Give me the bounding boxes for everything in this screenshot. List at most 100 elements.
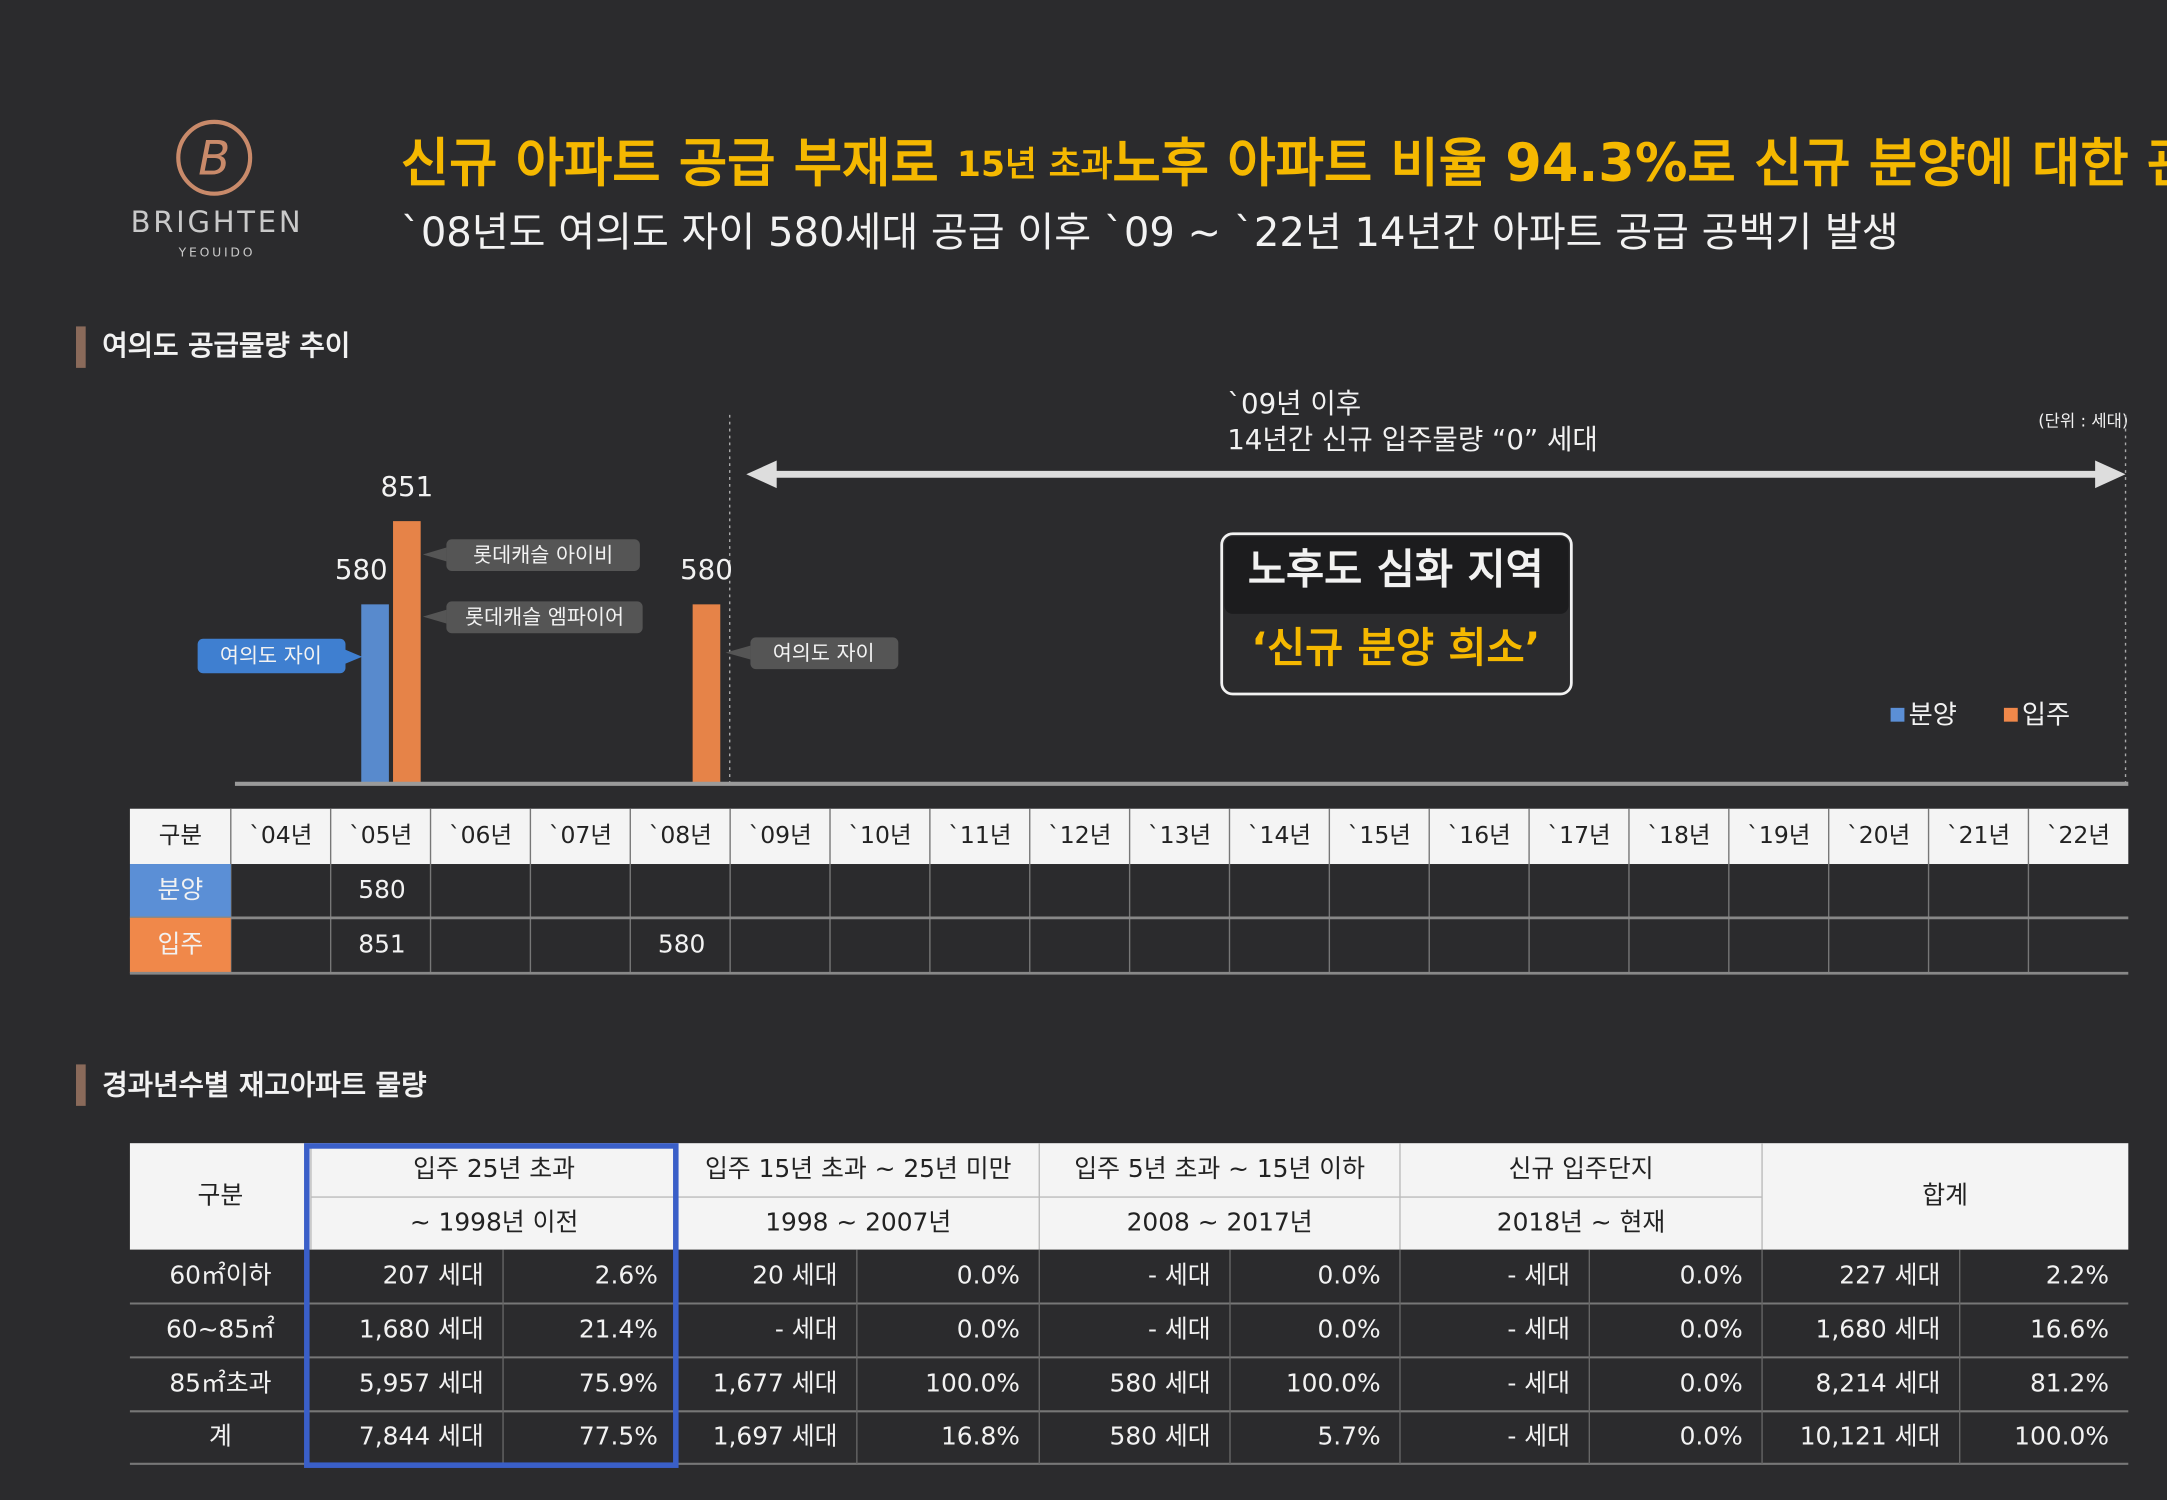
table-col-header: `11년 — [948, 821, 1011, 849]
table-cell: - 세대 — [1507, 1368, 1570, 1397]
table-cell: 100.0% — [1286, 1368, 1381, 1397]
row-label: 계 — [209, 1422, 232, 1451]
legend-label: 분양 — [1909, 701, 1957, 731]
table-col-header: `20년 — [1847, 821, 1910, 849]
table-cell: 580 — [658, 930, 705, 959]
table-col-header: `12년 — [1048, 821, 1111, 849]
table-cell: 0.0% — [1680, 1261, 1743, 1290]
annotation: 14년간 신규 입주물량 “0” 세대 — [1227, 423, 1598, 456]
group-header: 신규 입주단지 — [1508, 1154, 1653, 1183]
group-header: 입주 15년 초과 ~ 25년 미만 — [705, 1154, 1012, 1183]
callout: 롯데캐슬 엠파이어 — [465, 605, 624, 629]
callout-pointer — [422, 547, 447, 562]
table-cell: 2.2% — [2046, 1261, 2109, 1290]
table-col-header: `15년 — [1348, 821, 1411, 849]
table-cell: 851 — [358, 930, 405, 959]
callout-box — [446, 539, 640, 572]
arrow-head — [2095, 460, 2126, 489]
group-header: 입주 25년 초과 — [413, 1154, 575, 1183]
table-cell: 81.2% — [2030, 1368, 2109, 1397]
group-header: 입주 5년 초과 ~ 15년 이하 — [1074, 1154, 1365, 1183]
table-cell: 580 — [358, 875, 405, 904]
table-cell: 0.0% — [1317, 1314, 1380, 1343]
table-col-header: `05년 — [349, 821, 412, 849]
bar — [692, 604, 721, 783]
table-cell: 0.0% — [957, 1261, 1020, 1290]
table-cell: 227 세대 — [1839, 1261, 1940, 1290]
table-cell: 580 세대 — [1110, 1368, 1211, 1397]
table-cell: 0.0% — [1680, 1314, 1743, 1343]
group-header: 1998 ~ 2007년 — [765, 1207, 951, 1236]
table-col-header: `18년 — [1647, 821, 1710, 849]
title-part: 노후 아파트 비율 94.3%로 신규 분양에 대한 관심 高 — [1112, 133, 2167, 194]
table-cell: 1,697 세대 — [713, 1422, 838, 1451]
table-cell: - 세대 — [1507, 1261, 1570, 1290]
row-label: 60~85㎡ — [166, 1314, 275, 1343]
logo: B BRIGHTEN YEOUIDO — [131, 119, 304, 260]
table-cell: - 세대 — [1507, 1314, 1570, 1343]
title: 신규 아파트 공급 부재로 15년 초과노후 아파트 비율 94.3%로 신규 … — [401, 133, 2167, 194]
logo-mark — [176, 119, 253, 196]
group-header: ~ 1998년 이전 — [410, 1207, 579, 1236]
annotation: `09년 이후 — [1227, 387, 1361, 420]
legend-label: 입주 — [2022, 701, 2070, 731]
row-label: 입주 — [157, 930, 203, 959]
column-highlight — [304, 1143, 679, 1468]
table-col-header: `10년 — [848, 821, 911, 849]
logo-letter: B — [198, 131, 230, 186]
arrow-head — [746, 460, 777, 489]
table-cell: 0.0% — [1680, 1368, 1743, 1397]
legend-swatch — [2003, 707, 2018, 722]
total-header: 합계 — [1922, 1180, 1968, 1209]
section-title: 경과년수별 재고아파트 물량 — [102, 1069, 426, 1102]
title-part: 신규 아파트 공급 부재로 — [401, 133, 957, 194]
table-cell: 21.4% — [579, 1314, 658, 1343]
table-cell: 77.5% — [579, 1422, 658, 1451]
table-cell: - 세대 — [775, 1314, 838, 1343]
callout-pointer — [345, 649, 363, 664]
unit-label: (단위 : 세대) — [2038, 411, 2128, 430]
table-col-header: `16년 — [1448, 821, 1511, 849]
table-header: 구분 — [159, 821, 202, 849]
table-cell: 16.8% — [941, 1422, 1020, 1451]
table-col-header: `04년 — [249, 821, 312, 849]
table-cell: 1,680 세대 — [359, 1314, 484, 1343]
table-cell: - 세대 — [1507, 1422, 1570, 1451]
table-cell: 100.0% — [925, 1368, 1020, 1397]
table-cell: - 세대 — [1148, 1314, 1211, 1343]
table-cell: 8,214 세대 — [1816, 1368, 1941, 1397]
table-col-header: `17년 — [1547, 821, 1610, 849]
value-label: 851 — [380, 470, 433, 503]
callout-box — [750, 637, 899, 670]
table-cell: 5.7% — [1317, 1422, 1380, 1451]
table-cell: 0.0% — [1680, 1422, 1743, 1451]
value-label: 580 — [335, 553, 388, 586]
table-cell: 16.6% — [2030, 1314, 2109, 1343]
row-label: 분양 — [157, 875, 203, 904]
table-col-header: `22년 — [2047, 821, 2110, 849]
table-col-header: `06년 — [449, 821, 512, 849]
box-top — [1224, 536, 1569, 614]
row-label-bg — [129, 917, 231, 974]
row-label: 60㎡이하 — [169, 1261, 271, 1290]
table-cell: 1,677 세대 — [713, 1368, 838, 1397]
table-cell: 5,957 세대 — [359, 1368, 484, 1397]
group-header: 2018년 ~ 현재 — [1497, 1207, 1666, 1236]
callout-pointer — [725, 645, 751, 660]
table-cell: 580 세대 — [1110, 1422, 1211, 1451]
table-cell: 0.0% — [1317, 1261, 1380, 1290]
table-cell: 20 세대 — [752, 1261, 837, 1290]
brand: BRIGHTEN — [131, 205, 304, 239]
table-corner: 구분 — [198, 1180, 244, 1209]
callout-box — [446, 601, 643, 634]
table-cell: 0.0% — [957, 1314, 1020, 1343]
group-header: 2008 ~ 2017년 — [1127, 1207, 1313, 1236]
row-label-bg — [129, 864, 231, 918]
table-col-header: `19년 — [1747, 821, 1810, 849]
callout-pointer — [422, 609, 447, 624]
table-cell: 207 세대 — [383, 1261, 484, 1290]
box-text: 노후도 심화 지역 — [1248, 545, 1544, 593]
